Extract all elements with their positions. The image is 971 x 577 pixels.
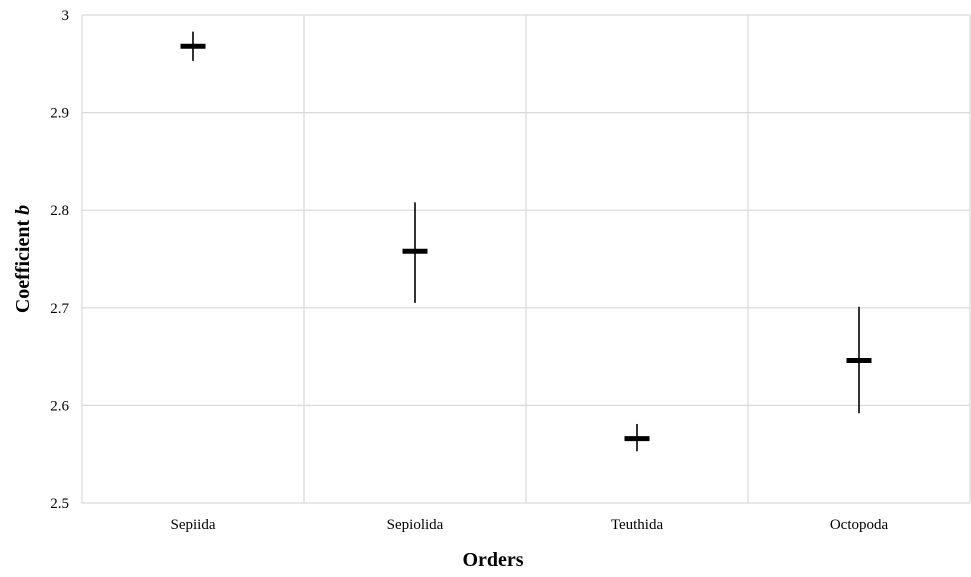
- x-axis-title: Orders: [462, 549, 523, 571]
- x-tick-label: Sepiida: [171, 517, 216, 533]
- data-marks: [180, 31, 872, 452]
- x-tick-label: Sepiolida: [387, 517, 444, 533]
- x-tick-label: Teuthida: [611, 517, 664, 533]
- x-tick-label: Octopoda: [830, 517, 889, 533]
- x-tick-labels: Sepiida Sepiolida Teuthida Octopoda: [171, 517, 889, 533]
- y-axis-title: Coefficient b: [12, 205, 34, 313]
- y-axis-title-main: Coefficient: [12, 215, 34, 313]
- y-tick-labels: 2.5 2.6 2.7 2.8 2.9 3: [50, 8, 69, 512]
- y-tick-label: 2.6: [50, 398, 69, 414]
- y-tick-label: 2.8: [50, 203, 69, 219]
- y-tick-label: 2.5: [50, 496, 69, 512]
- y-axis-title-italic: b: [12, 205, 34, 215]
- grid-layer: [81, 14, 971, 504]
- y-tick-label: 2.7: [50, 301, 69, 317]
- y-tick-label: 3: [62, 8, 70, 24]
- y-tick-label: 2.9: [50, 106, 69, 122]
